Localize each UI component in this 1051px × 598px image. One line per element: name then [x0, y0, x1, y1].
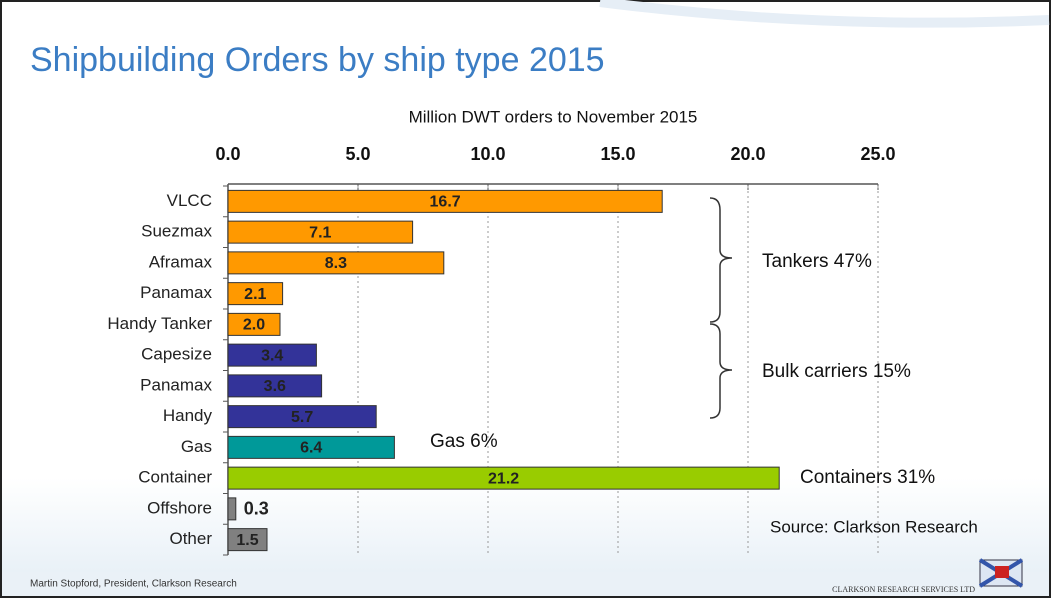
value-label: 1.5: [236, 532, 258, 549]
y-tick-label: Capesize: [141, 345, 212, 364]
value-label: 3.4: [261, 347, 283, 364]
bar: [227, 374, 323, 398]
y-tick-label: Other: [169, 529, 212, 548]
x-tick-label: 15.0: [600, 144, 635, 164]
x-tick-label: 10.0: [470, 144, 505, 164]
brace: [709, 323, 733, 419]
bar: [227, 497, 237, 521]
value-label: 3.6: [264, 378, 286, 395]
y-tick-label: VLCC: [167, 191, 212, 210]
y-tick-label: Handy: [163, 406, 213, 425]
x-tick-label: 5.0: [345, 144, 370, 164]
value-label: 6.4: [300, 440, 322, 457]
bar: [227, 343, 317, 367]
value-label: 7.1: [309, 224, 331, 241]
x-tick-label: 20.0: [730, 144, 765, 164]
value-label: 8.3: [325, 255, 347, 272]
bar: [227, 405, 377, 429]
brace: [709, 197, 733, 323]
footer-right: CLARKSON RESEARCH SERVICES LTD: [832, 585, 975, 594]
value-label: 21.2: [488, 470, 519, 487]
y-tick-label: Offshore: [147, 498, 212, 517]
annotation: Bulk carriers 15%: [762, 361, 911, 382]
footer-band: [2, 572, 1049, 596]
annotation: Containers 31%: [800, 467, 935, 488]
bar: [227, 220, 414, 244]
logo: [978, 558, 1024, 588]
annotation: Gas 6%: [430, 431, 498, 452]
footer-left: Martin Stopford, President, Clarkson Res…: [30, 579, 237, 590]
bar: [227, 528, 268, 552]
chart-title: Shipbuilding Orders by ship type 2015: [30, 41, 605, 79]
annotation: Source: Clarkson Research: [770, 517, 978, 536]
value-label: 2.0: [243, 317, 265, 334]
decoration: [599, 0, 1050, 28]
bar: [227, 251, 445, 275]
y-tick-label: Panamax: [140, 375, 212, 394]
y-tick-label: Suezmax: [141, 222, 212, 241]
value-label: 0.3: [244, 499, 269, 519]
bar: [227, 312, 281, 336]
annotation: Tankers 47%: [762, 251, 872, 272]
y-tick-label: Container: [138, 468, 212, 487]
y-tick-label: Panamax: [140, 283, 212, 302]
bar: [227, 189, 663, 213]
x-axis-label: Million DWT orders to November 2015: [409, 107, 698, 126]
bar: [227, 282, 284, 306]
x-tick-label: 0.0: [215, 144, 240, 164]
bar: [227, 435, 395, 459]
value-label: 5.7: [291, 409, 313, 426]
x-tick-label: 25.0: [860, 144, 895, 164]
value-label: 16.7: [430, 194, 461, 211]
value-label: 2.1: [244, 286, 266, 303]
bar: [227, 466, 780, 490]
y-tick-label: Handy Tanker: [107, 314, 212, 333]
y-tick-label: Aframax: [149, 252, 213, 271]
y-tick-label: Gas: [181, 437, 212, 456]
